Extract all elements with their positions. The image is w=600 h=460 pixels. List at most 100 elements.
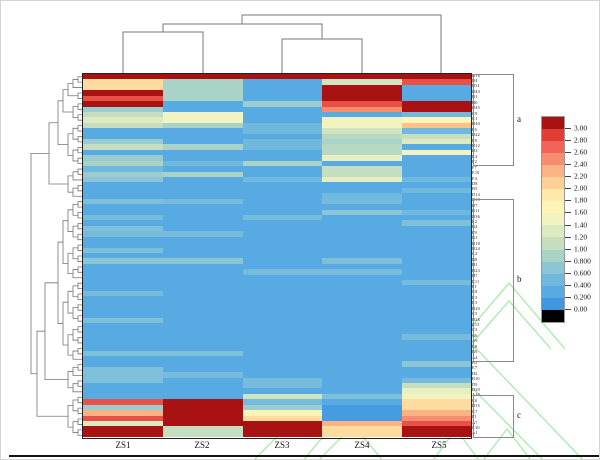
legend-band bbox=[542, 237, 564, 250]
heatmap-cell bbox=[83, 258, 163, 264]
heatmap-cell bbox=[322, 84, 402, 91]
row-label: D4 bbox=[472, 77, 478, 83]
row-label: B1 bbox=[472, 235, 478, 241]
heatmap-cell bbox=[83, 372, 163, 378]
heatmap-cell bbox=[322, 307, 402, 313]
heatmap-cell bbox=[243, 350, 322, 356]
heatmap-cell bbox=[243, 79, 322, 85]
heatmap-cell bbox=[322, 350, 402, 356]
heatmap-cell bbox=[243, 160, 322, 167]
heatmap-row bbox=[83, 106, 471, 112]
row-label: E10 bbox=[472, 170, 480, 176]
legend-tick-mark bbox=[565, 140, 571, 142]
heatmap-cell bbox=[322, 106, 402, 112]
heatmap-cell bbox=[163, 231, 243, 237]
legend-tick-mark bbox=[565, 200, 571, 202]
row-dendrogram-link bbox=[72, 328, 78, 341]
heatmap-cell bbox=[243, 133, 322, 140]
heatmap-cell bbox=[243, 366, 322, 373]
legend-tick-label: 2.20 bbox=[574, 171, 588, 181]
heatmap-row bbox=[83, 263, 471, 270]
heatmap-cell bbox=[402, 415, 471, 421]
heatmap-cell bbox=[163, 144, 243, 150]
heatmap-cell bbox=[322, 101, 402, 107]
row-label: B8 bbox=[472, 256, 478, 262]
heatmap-cell bbox=[163, 79, 243, 85]
legend-band bbox=[542, 165, 564, 178]
heatmap-cell bbox=[402, 269, 471, 275]
legend-band bbox=[542, 261, 564, 274]
heatmap-cell bbox=[243, 393, 322, 400]
column-label-zs2: ZS2 bbox=[194, 440, 210, 450]
heatmap-cell bbox=[402, 171, 471, 178]
heatmap-row bbox=[83, 225, 471, 232]
row-label: H2 bbox=[472, 370, 478, 376]
heatmap-cell bbox=[163, 312, 243, 318]
heatmap-cell bbox=[83, 263, 163, 270]
row-label: F2 bbox=[472, 159, 477, 165]
legend-tick-mark bbox=[565, 164, 571, 166]
row-label: D12 bbox=[472, 143, 480, 149]
heatmap-cell bbox=[83, 101, 163, 107]
heatmap-cell bbox=[163, 187, 243, 194]
heatmap-cell bbox=[322, 236, 402, 243]
row-label: H6 bbox=[472, 99, 478, 105]
row-label: F1 bbox=[472, 414, 477, 420]
heatmap-cell bbox=[163, 106, 243, 112]
row-label: D7 bbox=[472, 202, 478, 208]
heatmap-cell bbox=[322, 79, 402, 85]
heatmap-cell bbox=[402, 285, 471, 291]
heatmap-cell bbox=[402, 209, 471, 215]
row-label: H7 bbox=[472, 273, 478, 279]
row-labels: D16 D4 D31 D43 D1 H6 D45 C9 C1 D40 F6 D22 F8 D12 D3 E4 F… bbox=[472, 73, 516, 436]
row-label: C6 bbox=[472, 397, 478, 403]
legend-tick-mark bbox=[565, 128, 571, 130]
heatmap-cell bbox=[163, 366, 243, 373]
heatmap-row bbox=[83, 139, 471, 145]
heatmap-cell bbox=[322, 204, 402, 210]
heatmap-cell bbox=[322, 220, 402, 226]
heatmap-row bbox=[83, 247, 471, 253]
heatmap-cell bbox=[243, 372, 322, 378]
heatmap-cell bbox=[163, 252, 243, 259]
row-dendrogram-link bbox=[72, 421, 78, 433]
legend-band bbox=[542, 273, 564, 286]
heatmap-cell bbox=[83, 323, 163, 329]
heatmap-cell bbox=[163, 307, 243, 313]
row-label: B5 bbox=[472, 186, 478, 192]
heatmap-row bbox=[83, 101, 471, 107]
heatmap-cell bbox=[322, 393, 402, 400]
heatmap-cell bbox=[402, 166, 471, 172]
heatmap-cell bbox=[163, 236, 243, 243]
heatmap-cell bbox=[243, 214, 322, 221]
heatmap-row bbox=[83, 90, 471, 96]
legend-tick-label: 0.400 bbox=[574, 280, 591, 290]
heatmap-cell bbox=[322, 383, 402, 389]
heatmap-cell bbox=[83, 334, 163, 340]
row-dendrogram-link bbox=[62, 220, 68, 264]
heatmap-cell bbox=[402, 421, 471, 427]
heatmap-cell bbox=[163, 323, 243, 329]
heatmap-row bbox=[83, 296, 471, 302]
heatmap-cell bbox=[83, 377, 163, 384]
row-label: D18 bbox=[472, 240, 480, 246]
heatmap-cell bbox=[243, 204, 322, 210]
heatmap-cell bbox=[163, 204, 243, 210]
heatmap-cell bbox=[163, 193, 243, 199]
row-label: D1 bbox=[472, 94, 478, 100]
heatmap-row bbox=[83, 393, 471, 400]
heatmap-cell bbox=[163, 421, 243, 427]
heatmap-cell bbox=[163, 177, 243, 183]
heatmap-cell bbox=[83, 361, 163, 367]
heatmap-cell bbox=[402, 334, 471, 340]
heatmap-cell bbox=[83, 214, 163, 221]
legend-tick-label: 3.00 bbox=[574, 123, 588, 133]
heatmap-cell bbox=[322, 410, 402, 416]
heatmap-cell bbox=[322, 133, 402, 140]
heatmap-cell bbox=[83, 74, 163, 80]
heatmap-row bbox=[83, 388, 471, 394]
heatmap-cell bbox=[163, 182, 243, 188]
row-label: D9 bbox=[472, 381, 478, 387]
heatmap-row bbox=[83, 149, 471, 156]
heatmap-cell bbox=[243, 312, 322, 318]
